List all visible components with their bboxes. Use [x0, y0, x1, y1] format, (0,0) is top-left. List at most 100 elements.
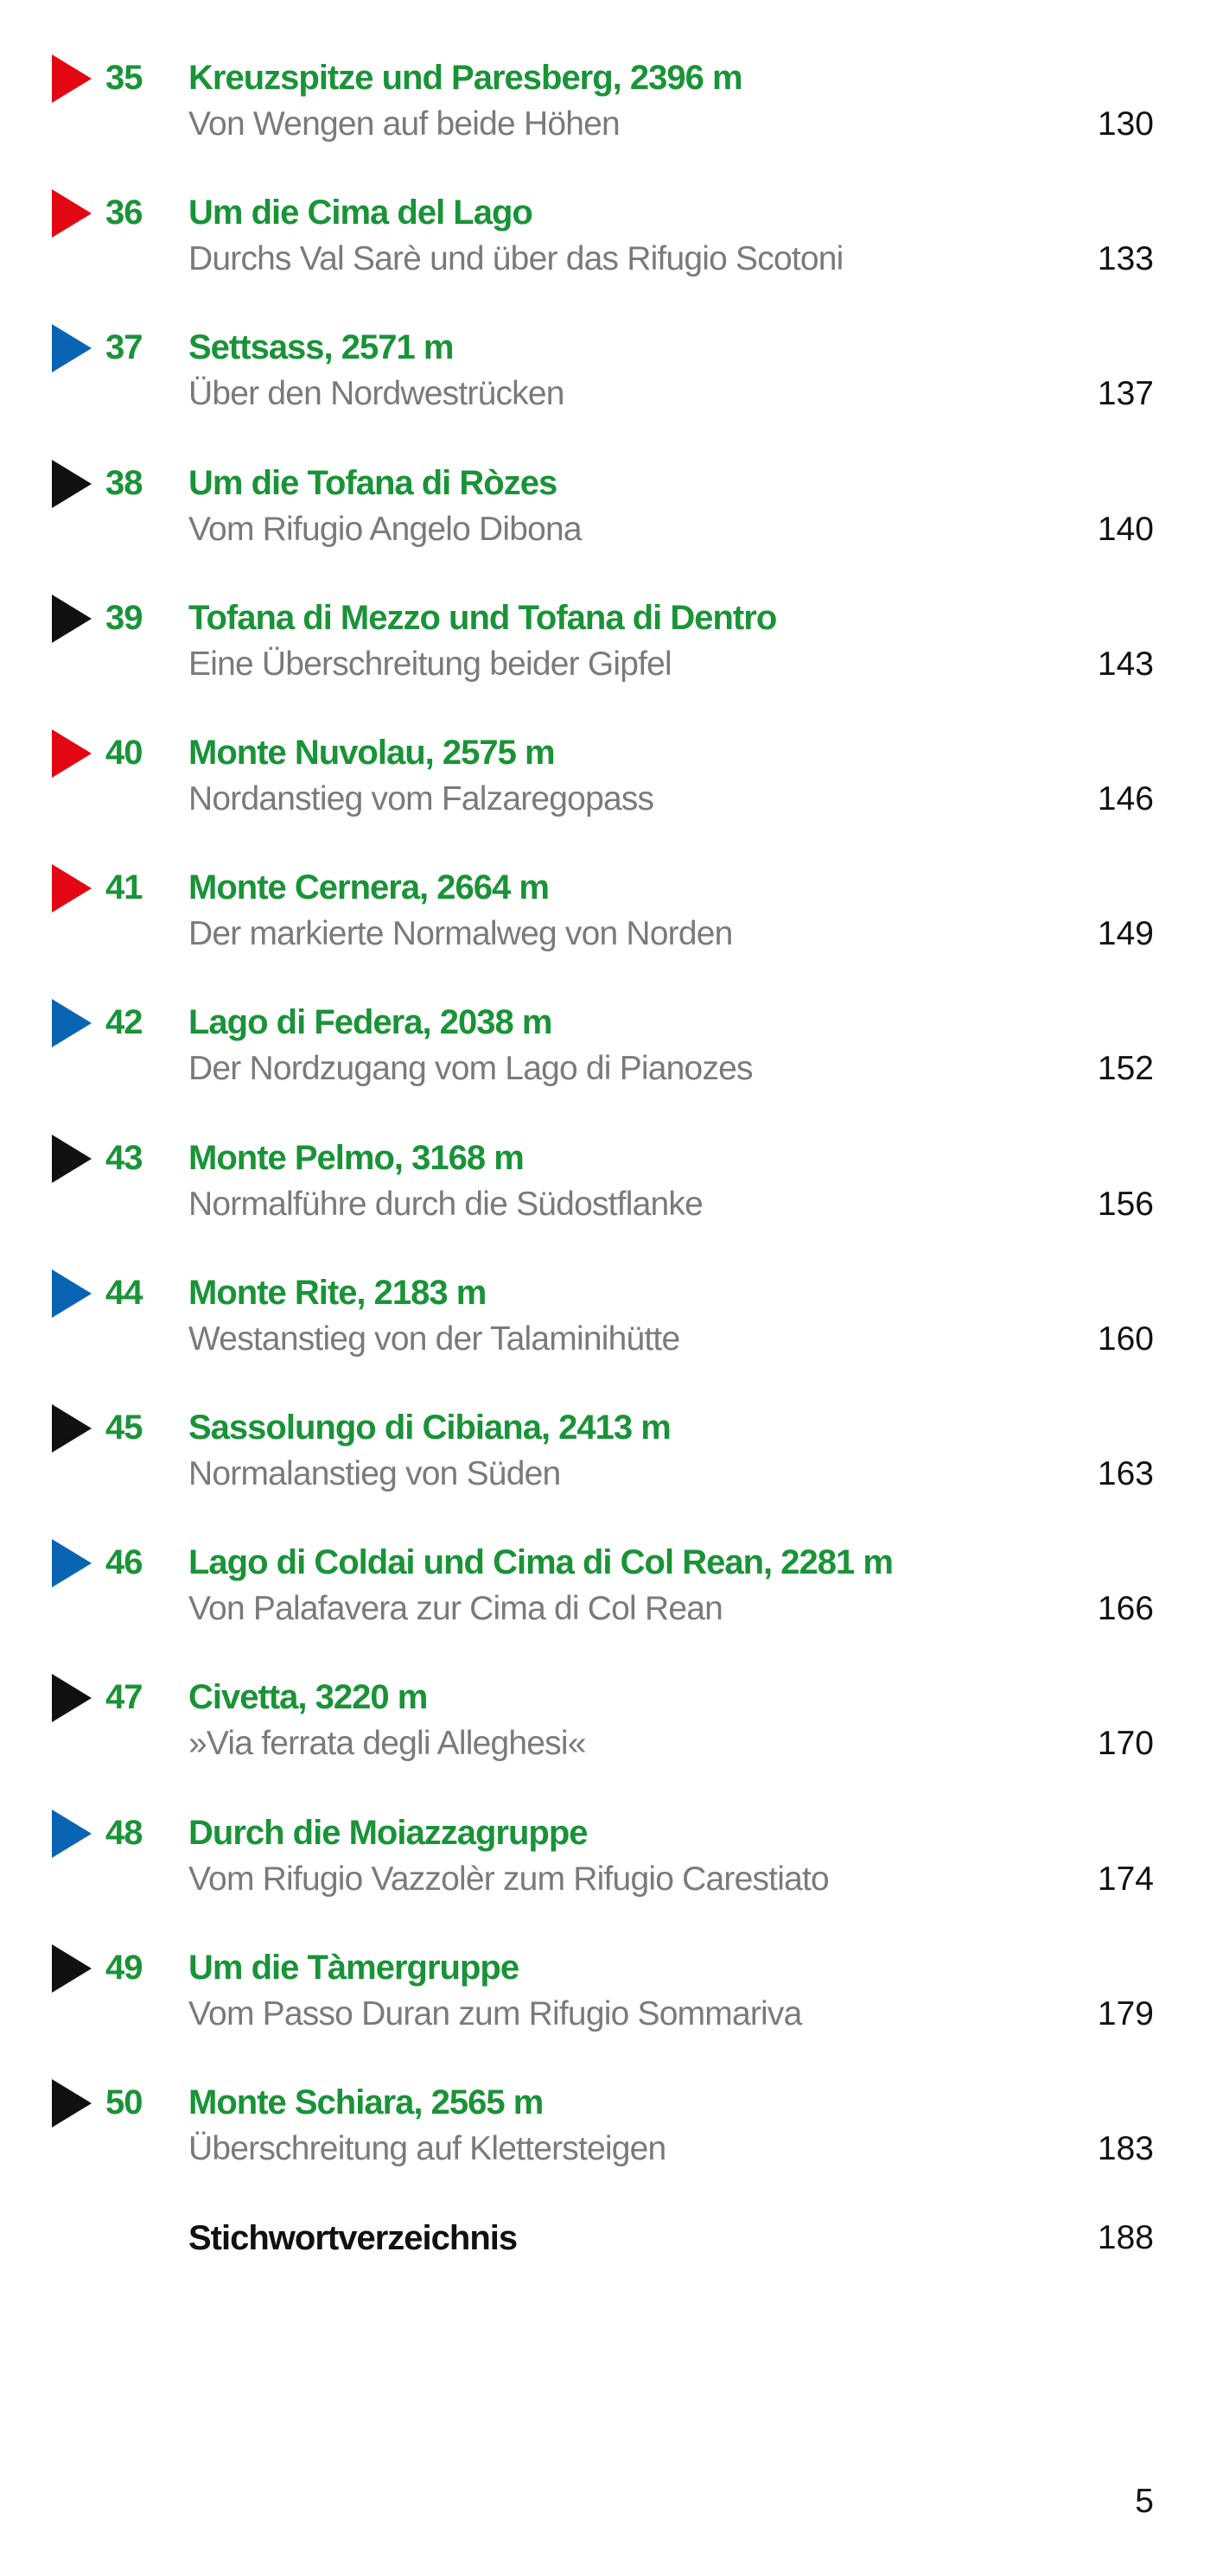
toc-entry[interactable]: 36 Um die Cima del Lago Durchs Val Sarè un… — [0, 189, 1210, 283]
tour-title: Sassolungo di Cibiana, 2413 m — [188, 1409, 672, 1447]
tour-title: Durch die Moiazzagruppe — [188, 1814, 588, 1852]
tour-number: 45 — [105, 1409, 143, 1447]
tour-subtitle: Nordanstieg vom Falzaregopass — [188, 780, 654, 817]
triangle-marker-icon — [52, 460, 92, 508]
triangle-marker-icon — [52, 1944, 92, 1993]
tour-subtitle: »Via ferrata degli Alleghesi« — [188, 1725, 586, 1762]
tour-title: Tofana di Mezzo und Tofana di Dentro — [188, 599, 777, 637]
tour-subtitle: Normalanstieg von Süden — [188, 1455, 561, 1492]
toc-entry[interactable]: 39 Tofana di Mezzo und Tofana di Dentro Ei… — [0, 595, 1210, 688]
triangle-marker-icon — [52, 1674, 92, 1722]
tour-number: 50 — [105, 2083, 143, 2121]
tour-number: 38 — [105, 464, 143, 502]
page-number: 163 — [1097, 1455, 1154, 1492]
tour-title: Monte Schiara, 2565 m — [188, 2083, 544, 2121]
tour-subtitle: Vom Rifugio Vazzolèr zum Rifugio Caresti… — [188, 1860, 830, 1898]
triangle-marker-icon — [52, 1810, 92, 1858]
toc-entry[interactable]: 47 Civetta, 3220 m »Via ferrata degli Alle… — [0, 1674, 1210, 1767]
tour-subtitle: Normalführe durch die Südostflanke — [188, 1186, 704, 1223]
page-number: 143 — [1097, 646, 1154, 683]
page-number: 133 — [1097, 240, 1154, 277]
tour-title: Kreuzspitze und Paresberg, 2396 m — [188, 59, 743, 97]
page-number: 179 — [1097, 1995, 1154, 2032]
triangle-marker-icon — [52, 999, 92, 1047]
tour-title: Monte Cernera, 2664 m — [188, 868, 550, 906]
toc-entry[interactable]: 37 Settsass, 2571 m Über den Nordwestrücke… — [0, 324, 1210, 417]
tour-subtitle: Durchs Val Sarè und über das Rifugio Sco… — [188, 240, 844, 277]
toc-entry[interactable]: 50 Monte Schiara, 2565 m Überschreitung au… — [0, 2079, 1210, 2172]
triangle-marker-icon — [52, 2079, 92, 2128]
tour-title: Lago di Coldai und Cima di Col Rean, 228… — [188, 1543, 894, 1581]
tour-subtitle: Der markierte Normalweg von Norden — [188, 915, 733, 952]
tour-subtitle: Der Nordzugang vom Lago di Pianozes — [188, 1050, 754, 1087]
toc-entry[interactable]: 45 Sassolungo di Cibiana, 2413 m Normalans… — [0, 1404, 1210, 1498]
tour-number: 46 — [105, 1543, 143, 1581]
tour-title: Um die Cima del Lago — [188, 194, 533, 232]
page-number: 152 — [1097, 1050, 1154, 1087]
tour-number: 42 — [105, 1003, 143, 1041]
tour-title: Monte Nuvolau, 2575 m — [188, 734, 556, 772]
tour-subtitle: Westanstieg von der Talaminihütte — [188, 1320, 680, 1358]
tour-title: Monte Rite, 2183 m — [188, 1274, 487, 1312]
page-number: 149 — [1097, 915, 1154, 952]
triangle-marker-icon — [52, 1135, 92, 1183]
page-number: 140 — [1097, 511, 1154, 548]
triangle-marker-icon — [52, 1404, 92, 1453]
tour-title: Civetta, 3220 m — [188, 1678, 428, 1716]
triangle-marker-icon — [52, 1269, 92, 1318]
toc-entry[interactable]: 35 Kreuzspitze und Paresberg, 2396 m Von W… — [0, 54, 1210, 148]
toc-entry[interactable]: 43 Monte Pelmo, 3168 m Normalführe durch d… — [0, 1135, 1210, 1228]
tour-title: Settsass, 2571 m — [188, 328, 454, 366]
toc-entry[interactable]: 42 Lago di Federa, 2038 m Der Nordzugang v… — [0, 999, 1210, 1092]
tour-number: 41 — [105, 868, 143, 906]
tour-number: 43 — [105, 1139, 143, 1177]
tour-title: Um die Tàmergruppe — [188, 1949, 519, 1987]
index-title: Stichwortverzeichnis — [188, 2219, 518, 2257]
tour-subtitle: Vom Rifugio Angelo Dibona — [188, 511, 583, 548]
index-page-number: 188 — [1097, 2219, 1154, 2256]
page-number: 160 — [1097, 1320, 1154, 1358]
triangle-marker-icon — [52, 54, 92, 103]
tour-subtitle: Von Palafavera zur Cima di Col Rean — [188, 1590, 723, 1627]
page-number: 130 — [1097, 105, 1154, 143]
tour-title: Monte Pelmo, 3168 m — [188, 1139, 525, 1177]
tour-title: Um die Tofana di Ròzes — [188, 464, 557, 502]
page-number: 156 — [1097, 1186, 1154, 1223]
triangle-marker-icon — [52, 1539, 92, 1587]
tour-subtitle: Überschreitung auf Klettersteigen — [188, 2130, 666, 2167]
toc-entry[interactable]: 44 Monte Rite, 2183 m Westanstieg von der … — [0, 1269, 1210, 1363]
page-number: 137 — [1097, 375, 1154, 412]
page-number: 170 — [1097, 1725, 1154, 1762]
toc-entry[interactable]: 38 Um die Tofana di Ròzes Vom Rifugio Ange… — [0, 460, 1210, 553]
tour-subtitle: Von Wengen auf beide Höhen — [188, 105, 621, 143]
toc-entry[interactable]: 40 Monte Nuvolau, 2575 m Nordanstieg vom F… — [0, 729, 1210, 823]
page-number: 174 — [1097, 1860, 1154, 1898]
page-number: 166 — [1097, 1590, 1154, 1627]
tour-number: 40 — [105, 734, 143, 772]
toc-entry[interactable]: 49 Um die Tàmergruppe Vom Passo Duran zum … — [0, 1944, 1210, 2038]
page-number: 183 — [1097, 2130, 1154, 2167]
triangle-marker-icon — [52, 189, 92, 238]
triangle-marker-icon — [52, 864, 92, 913]
index-entry[interactable]: Stichwortverzeichnis 188 — [0, 2215, 1210, 2261]
triangle-marker-icon — [52, 729, 92, 778]
page-number: 146 — [1097, 780, 1154, 817]
tour-number: 48 — [105, 1814, 143, 1852]
tour-number: 35 — [105, 59, 143, 97]
tour-number: 36 — [105, 194, 143, 232]
tour-title: Lago di Federa, 2038 m — [188, 1003, 552, 1041]
tour-subtitle: Eine Überschreitung beider Gipfel — [188, 646, 672, 683]
tour-number: 47 — [105, 1678, 143, 1716]
tour-number: 44 — [105, 1274, 143, 1312]
tour-number: 49 — [105, 1949, 143, 1987]
tour-number: 37 — [105, 328, 143, 366]
tour-number: 39 — [105, 599, 143, 637]
triangle-marker-icon — [52, 324, 92, 372]
toc-entry[interactable]: 48 Durch die Moiazzagruppe Vom Rifugio Vaz… — [0, 1810, 1210, 1903]
tour-subtitle: Vom Passo Duran zum Rifugio Sommariva — [188, 1995, 802, 2032]
triangle-marker-icon — [52, 595, 92, 643]
tour-subtitle: Über den Nordwestrücken — [188, 375, 564, 412]
toc-entry[interactable]: 46 Lago di Coldai und Cima di Col Rean, 2… — [0, 1539, 1210, 1632]
toc-entry[interactable]: 41 Monte Cernera, 2664 m Der markierte Nor… — [0, 864, 1210, 957]
folio-page-number: 5 — [1135, 2483, 1154, 2520]
